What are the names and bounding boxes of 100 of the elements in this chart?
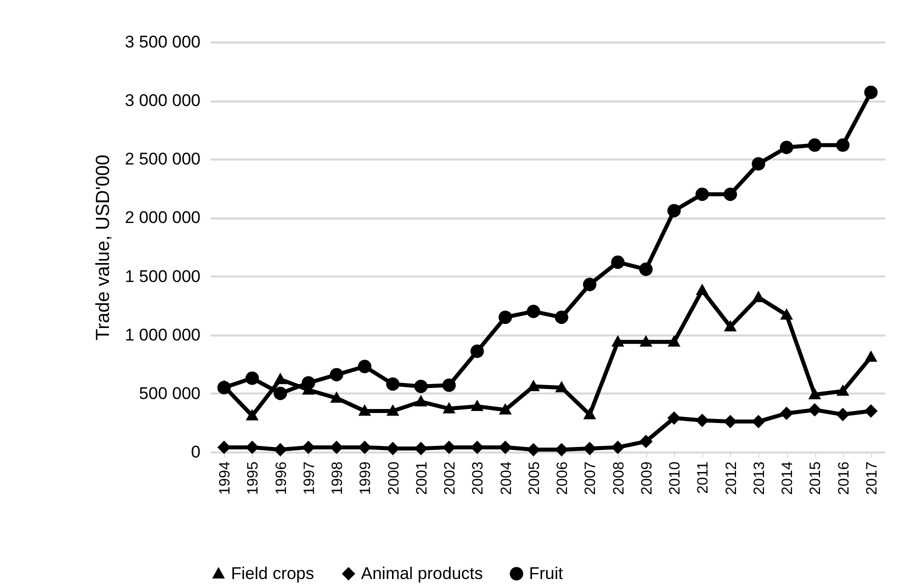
point	[442, 378, 456, 392]
point	[582, 278, 596, 292]
point	[808, 403, 822, 417]
point	[245, 440, 259, 454]
point	[639, 434, 653, 448]
legend-label: Animal products	[361, 564, 483, 583]
x-tick-label: 2006	[554, 462, 572, 495]
x-tick-label: 2015	[807, 462, 824, 495]
point	[498, 403, 512, 415]
point	[414, 442, 428, 456]
point	[527, 380, 540, 392]
point	[695, 188, 709, 201]
point	[780, 406, 794, 420]
point	[752, 414, 766, 428]
x-tick-label: 2008	[610, 462, 628, 495]
point	[724, 188, 738, 201]
point	[667, 411, 681, 425]
point	[330, 368, 344, 382]
point	[640, 335, 652, 347]
y-tick-label: 3 000 000	[124, 91, 200, 110]
point	[414, 394, 428, 406]
point	[695, 414, 709, 428]
x-tick-label: 2000	[385, 462, 402, 495]
point	[330, 391, 343, 403]
x-tick-label: 2005	[526, 462, 543, 495]
point	[358, 440, 372, 454]
point	[808, 138, 822, 152]
x-tick-label: 2017	[863, 462, 880, 495]
x-tick-label: 2001	[413, 462, 430, 495]
point	[302, 440, 316, 454]
point	[470, 400, 484, 412]
point	[245, 371, 259, 385]
point	[442, 440, 456, 454]
x-tick-label: 1998	[329, 462, 346, 495]
x-tick-label: 2007	[582, 462, 600, 495]
point	[583, 408, 596, 420]
x-tick-label: 2012	[722, 462, 740, 495]
point	[358, 404, 372, 416]
point	[498, 440, 512, 454]
point	[780, 308, 793, 320]
y-tick-label: 500 000	[139, 384, 200, 403]
y-tick-label: 2 500 000	[124, 150, 200, 169]
point	[696, 284, 709, 296]
point	[526, 442, 540, 456]
point	[667, 204, 681, 218]
x-tick-label: 2010	[666, 462, 684, 495]
x-tick-label: 2003	[470, 462, 487, 495]
x-tick-label: 1995	[244, 462, 262, 495]
x-tick-label: 2004	[498, 462, 515, 495]
point	[554, 442, 568, 456]
x-tick-label: 1999	[357, 462, 374, 495]
point	[836, 138, 850, 152]
point	[358, 360, 372, 374]
point	[274, 386, 288, 400]
point	[386, 377, 400, 391]
legend-label: Field crops	[231, 564, 314, 583]
point	[442, 402, 456, 414]
y-axis-title: Trade value, USD'000	[92, 154, 114, 340]
x-tick-label: 2016	[835, 462, 852, 495]
point	[274, 372, 287, 384]
point	[554, 310, 568, 324]
x-tick-label: 2009	[638, 462, 656, 495]
point	[217, 440, 231, 454]
point	[526, 304, 540, 318]
y-tick-label: 0	[191, 442, 200, 462]
point	[470, 440, 484, 454]
point	[611, 256, 625, 269]
x-tick-label: 2013	[750, 462, 768, 495]
point	[302, 376, 316, 390]
point	[864, 350, 878, 362]
point	[752, 157, 766, 171]
point	[836, 408, 850, 422]
legend-label: Fruit	[529, 564, 564, 583]
x-tick-label: 2014	[779, 462, 796, 495]
point	[246, 408, 259, 420]
point	[414, 380, 428, 394]
point	[611, 335, 624, 347]
point	[808, 388, 822, 400]
point	[724, 320, 737, 332]
point	[611, 440, 625, 454]
x-tick-label: 1994	[216, 462, 234, 495]
y-tick-label: 1 500 000	[124, 266, 200, 286]
x-tick-label: 2002	[442, 462, 459, 495]
x-tick-label: 1997	[300, 462, 318, 495]
point	[217, 380, 231, 394]
point	[555, 380, 568, 392]
y-tick-label: 1 000 000	[124, 325, 200, 344]
x-tick-label: 1996	[272, 462, 290, 495]
point	[330, 440, 344, 454]
point	[864, 404, 878, 418]
point	[836, 384, 850, 396]
point	[582, 442, 596, 456]
x-tick-label: 2011	[694, 462, 712, 494]
point	[780, 140, 794, 154]
point	[864, 86, 878, 100]
point	[498, 310, 512, 324]
point	[639, 262, 653, 276]
point	[470, 344, 484, 358]
y-tick-label: 2 000 000	[124, 208, 200, 228]
y-tick-label: 3 500 000	[124, 32, 200, 52]
